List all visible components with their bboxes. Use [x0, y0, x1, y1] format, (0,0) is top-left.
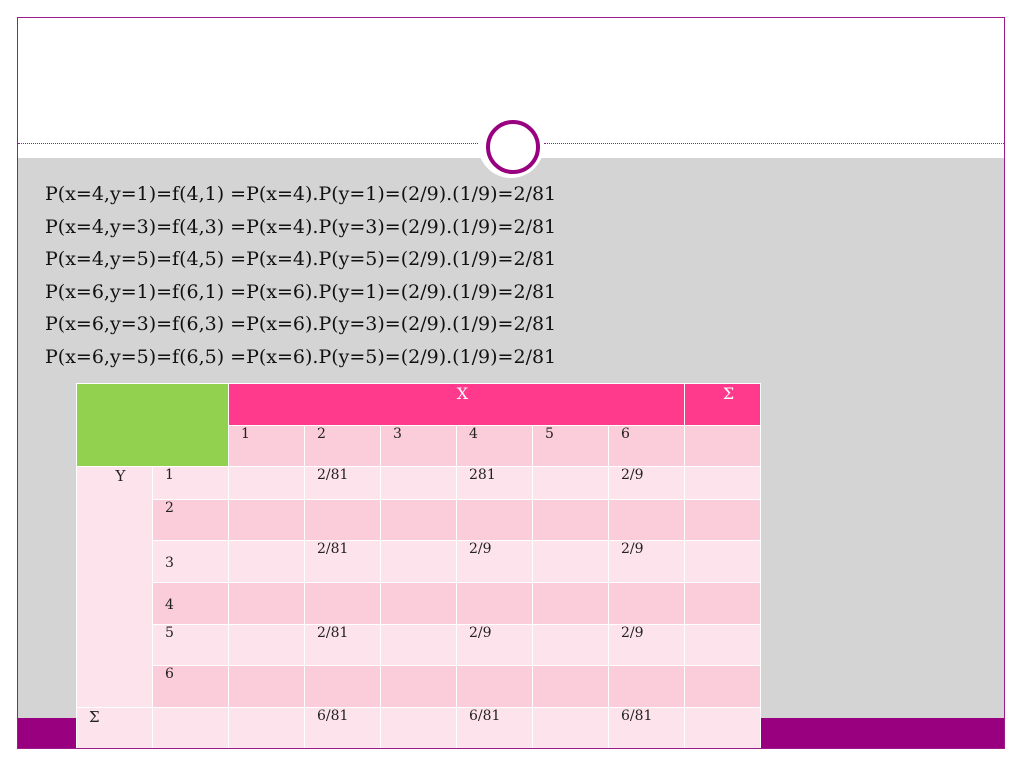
- table-cell: [304, 499, 381, 541]
- y-value-cell: 4: [152, 582, 229, 625]
- table-cell: [684, 582, 761, 625]
- x-header: X: [228, 383, 685, 426]
- table-row: 6: [77, 665, 761, 708]
- x-value-cell: 2: [304, 425, 381, 467]
- table-cell: 2/9: [608, 466, 685, 500]
- table-cell: [684, 624, 761, 666]
- table-corner-cell: [76, 383, 229, 467]
- table-cell: [684, 540, 761, 583]
- table-cell: [228, 707, 305, 748]
- table-cell: [228, 540, 305, 583]
- table-cell: [684, 466, 761, 500]
- sum-row: Σ 6/81 6/81 6/81: [76, 707, 761, 748]
- slide-frame: P(x=4,y=1)=f(4,1) =P(x=4).P(y=1)=(2/9).(…: [17, 17, 1005, 749]
- equation-line: P(x=6,y=1)=f(6,1) =P(x=6).P(y=1)=(2/9).(…: [45, 280, 557, 303]
- y-value-cell: 3: [152, 540, 229, 583]
- equation-line: P(x=4,y=3)=f(4,3) =P(x=4).P(y=3)=(2/9).(…: [45, 215, 557, 238]
- x-value-cell: 6: [608, 425, 685, 467]
- table-cell: [532, 466, 609, 500]
- table-cell: [532, 499, 609, 541]
- table-cell: [684, 707, 761, 748]
- equation-line: P(x=6,y=3)=f(6,3) =P(x=6).P(y=3)=(2/9).(…: [45, 313, 557, 336]
- table-cell: [380, 466, 457, 500]
- table-cell: 6/81: [608, 707, 685, 748]
- table-cell: [228, 499, 305, 541]
- table-cell: [152, 707, 229, 748]
- table-cell: 2/9: [456, 624, 533, 666]
- table-cell: 2/9: [608, 540, 685, 583]
- sum-column-cell: [684, 425, 761, 467]
- header-divider-left: [18, 143, 480, 144]
- table-row: Y 1 2/81 281 2/9: [76, 466, 761, 708]
- table-row: 5 2/81 2/9 2/9: [77, 624, 761, 666]
- x-value-cell: 4: [456, 425, 533, 467]
- table-cell: [380, 624, 457, 666]
- table-cell: [684, 665, 761, 708]
- table-cell: [380, 499, 457, 541]
- equation-line: P(x=6,y=5)=f(6,5) =P(x=6).P(y=5)=(2/9).(…: [45, 345, 557, 368]
- y-value-cell: 1: [152, 466, 229, 500]
- table-header-row: X Σ: [76, 383, 761, 467]
- table-cell: [228, 624, 305, 666]
- table-cell: [608, 499, 685, 541]
- table-row: 4: [77, 582, 761, 625]
- table-cell: [456, 665, 533, 708]
- table-row: 2: [77, 499, 761, 541]
- table-cell: 281: [456, 466, 533, 500]
- x-values-row: 1 2 3 4 5 6: [77, 425, 761, 467]
- x-value-cell: 5: [532, 425, 609, 467]
- table-cell: [532, 582, 609, 625]
- table-cell: 2/9: [456, 540, 533, 583]
- table-cell: [228, 466, 305, 500]
- table-row: 3 2/81 2/9 2/9: [77, 540, 761, 583]
- sum-row-label: Σ: [76, 707, 153, 748]
- table-cell: [228, 665, 305, 708]
- sum-header: Σ: [684, 383, 761, 426]
- table-cell: 2/81: [304, 540, 381, 583]
- table-cell: [304, 665, 381, 708]
- table-cell: [456, 499, 533, 541]
- table-cell: 2/81: [304, 466, 381, 500]
- table-cell: [380, 582, 457, 625]
- table-cell: [608, 665, 685, 708]
- table-cell: [380, 540, 457, 583]
- table-cell: [532, 707, 609, 748]
- table-cell: [380, 665, 457, 708]
- equation-line: P(x=4,y=5)=f(4,5) =P(x=4).P(y=5)=(2/9).(…: [45, 248, 557, 271]
- table-cell: [684, 499, 761, 541]
- y-value-cell: 6: [152, 665, 229, 708]
- table-cell: 2/9: [608, 624, 685, 666]
- table-cell: [380, 707, 457, 748]
- x-value-cell: 1: [228, 425, 305, 467]
- table-cell: [456, 582, 533, 625]
- x-value-cell: 3: [380, 425, 457, 467]
- y-label: Y: [76, 466, 153, 708]
- equation-list: P(x=4,y=1)=f(4,1) =P(x=4).P(y=1)=(2/9).(…: [45, 178, 556, 374]
- joint-distribution-table: X Σ 1 2 3 4 5 6 Y 1 2/81 281 2/9: [76, 383, 761, 748]
- y-value-cell: 5: [152, 624, 229, 666]
- table-cell: 2/81: [304, 624, 381, 666]
- ring-ornament-icon: [486, 120, 540, 174]
- table-cell: [228, 582, 305, 625]
- equation-line: P(x=4,y=1)=f(4,1) =P(x=4).P(y=1)=(2/9).(…: [45, 183, 557, 205]
- table-cell: [532, 624, 609, 666]
- table-cell: [608, 582, 685, 625]
- y-value-cell: 2: [152, 499, 229, 541]
- table-cell: 6/81: [456, 707, 533, 748]
- table-cell: [532, 665, 609, 708]
- table-cell: 6/81: [304, 707, 381, 748]
- table-cell: [532, 540, 609, 583]
- header-divider-right: [544, 143, 1004, 144]
- table-cell: [304, 582, 381, 625]
